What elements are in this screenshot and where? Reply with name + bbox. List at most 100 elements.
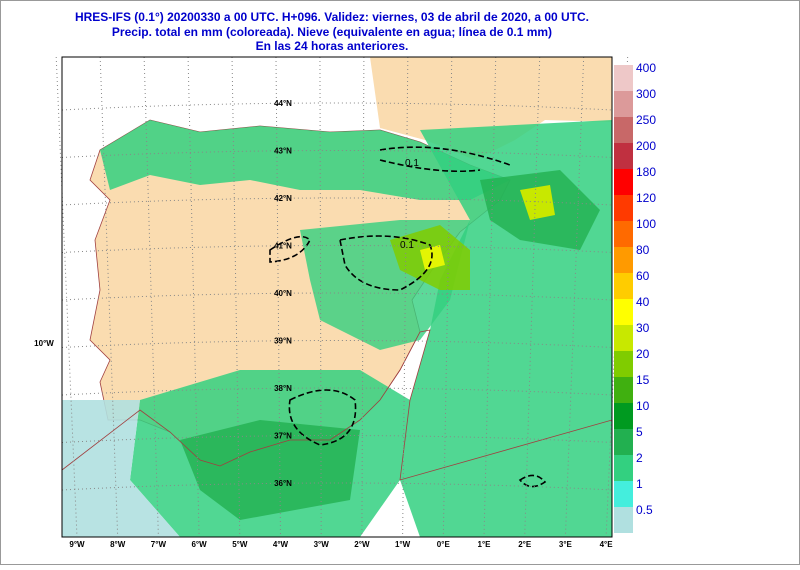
scale-label: 400	[636, 61, 656, 75]
scale-label: 0.5	[636, 503, 653, 517]
lon-label: 4°E	[600, 540, 614, 549]
lon-label: 6°W	[191, 540, 207, 549]
meridian	[319, 56, 322, 538]
meridian	[187, 56, 200, 538]
lon-label: 3°E	[559, 540, 573, 549]
parallel	[61, 292, 613, 301]
lon-label: 10°W	[34, 339, 54, 348]
scale-box	[614, 429, 633, 455]
lon-label: 0°E	[437, 540, 451, 549]
meridian	[524, 56, 541, 538]
parallel	[61, 197, 613, 206]
lon-label: 8°W	[110, 540, 126, 549]
contour-label: 0.1	[400, 240, 414, 251]
scale-label: 1	[636, 477, 643, 491]
lat-label: 42°N	[274, 194, 292, 203]
scale-label: 120	[636, 191, 656, 205]
scale-box	[614, 377, 633, 403]
meridian	[402, 56, 409, 538]
scale-box	[614, 299, 633, 325]
parallel	[61, 150, 613, 158]
lat-label: 44°N	[274, 99, 292, 108]
scale-box	[614, 325, 633, 351]
scale-label: 250	[636, 113, 656, 127]
meridian	[564, 56, 585, 538]
lat-label: 39°N	[274, 337, 292, 346]
meridian	[275, 56, 281, 538]
scale-box	[614, 455, 633, 481]
title-line: Precip. total en mm (coloreada). Nieve (…	[112, 25, 552, 39]
parallel	[61, 245, 613, 253]
scale-box	[614, 221, 633, 247]
lat-label: 43°N	[274, 147, 292, 156]
scale-box	[614, 143, 633, 169]
snow-contour	[288, 389, 357, 446]
lon-label: 4°W	[273, 540, 289, 549]
title-line: En las 24 horas anteriores.	[256, 39, 409, 53]
lat-label: 41°N	[274, 242, 292, 251]
meridian	[442, 56, 453, 538]
map-border	[61, 56, 613, 538]
scale-label: 100	[636, 217, 656, 231]
lon-label: 1°E	[478, 540, 492, 549]
parallel	[61, 435, 613, 443]
parallel	[61, 482, 613, 491]
contour-label: 0.1	[405, 158, 419, 169]
meridian	[99, 56, 119, 538]
lon-label: 2°W	[354, 540, 370, 549]
scale-box	[614, 91, 633, 117]
scale-label: 300	[636, 87, 656, 101]
scale-label: 10	[636, 399, 650, 413]
snow-contour	[339, 235, 433, 291]
scale-label: 200	[636, 139, 656, 153]
color-scale: 400 300 250 200 180 120 100 80 60 40 30 20 15 10 5 2 1 0.…	[614, 61, 656, 533]
scale-label: 30	[636, 321, 650, 335]
scale-box	[614, 247, 633, 273]
scale-box	[614, 169, 633, 195]
lat-label: 38°N	[274, 384, 292, 393]
scale-label: 180	[636, 165, 656, 179]
scale-box	[614, 403, 633, 429]
precip	[62, 400, 180, 537]
parallel	[61, 102, 613, 111]
scale-label: 20	[636, 347, 650, 361]
lat-label: 37°N	[274, 432, 292, 441]
parallel	[61, 340, 613, 348]
scale-box	[614, 65, 633, 91]
snow-contour	[269, 235, 311, 263]
lat-label: 40°N	[274, 289, 292, 298]
meridian	[143, 56, 159, 538]
parallel	[61, 387, 613, 396]
scale-box	[614, 273, 633, 299]
scale-label: 2	[636, 451, 643, 465]
lat-label: 36°N	[274, 479, 292, 488]
scale-box	[614, 195, 633, 221]
meridian	[361, 56, 365, 538]
precip	[100, 120, 510, 200]
scale-box	[614, 117, 633, 143]
scale-label: 5	[636, 425, 643, 439]
lon-label: 3°W	[314, 540, 330, 549]
scale-box	[614, 351, 633, 377]
meridian	[231, 56, 241, 538]
map: 0.1 0.1 10°W 44°N 43°N 42°N 41°N 40°N 39°N 38°…	[34, 56, 629, 549]
scale-label: 60	[636, 269, 650, 283]
lon-label: 1°W	[395, 540, 411, 549]
precip	[180, 420, 360, 520]
meridian	[55, 56, 78, 538]
scale-box	[614, 481, 633, 507]
precip	[520, 185, 555, 220]
snow-contour	[379, 146, 511, 173]
lon-label: 2°E	[518, 540, 532, 549]
scale-label: 40	[636, 295, 650, 309]
scale-box	[614, 507, 633, 533]
lon-label: 9°W	[69, 540, 85, 549]
lon-label: 5°W	[232, 540, 248, 549]
meridian	[483, 56, 497, 538]
lon-label: 7°W	[151, 540, 167, 549]
graticule	[55, 56, 629, 538]
title-line: HRES-IFS (0.1°) 20200330 a 00 UTC. H+096…	[75, 10, 589, 24]
scale-label: 15	[636, 373, 650, 387]
